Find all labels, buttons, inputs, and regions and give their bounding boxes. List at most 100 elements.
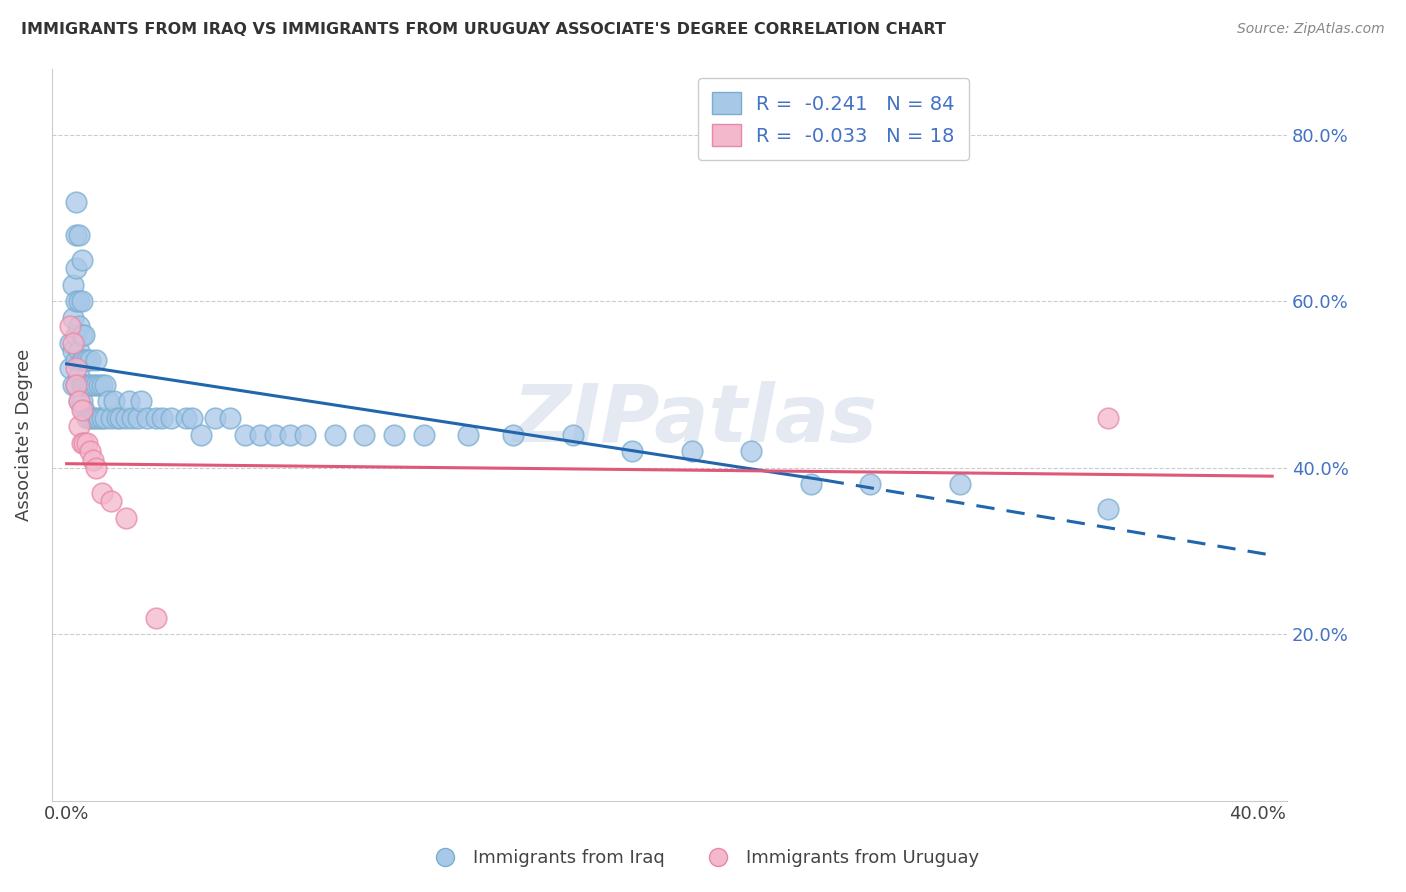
Point — [681, 444, 703, 458]
Point — [62, 311, 84, 326]
Point — [73, 402, 96, 417]
Point — [1097, 502, 1119, 516]
Y-axis label: Associate's Degree: Associate's Degree — [15, 349, 32, 521]
Point — [70, 294, 93, 309]
Point — [73, 377, 96, 392]
Point — [89, 377, 111, 392]
Point — [82, 452, 104, 467]
Point — [70, 327, 93, 342]
Point — [76, 411, 98, 425]
Point — [105, 411, 128, 425]
Point — [86, 377, 108, 392]
Point — [67, 394, 90, 409]
Point — [79, 411, 101, 425]
Point — [145, 610, 167, 624]
Point — [65, 327, 87, 342]
Point — [79, 444, 101, 458]
Point — [65, 261, 87, 276]
Point — [70, 377, 93, 392]
Point — [91, 377, 114, 392]
Point — [76, 352, 98, 367]
Point — [82, 411, 104, 425]
Point — [70, 394, 93, 409]
Point — [70, 352, 93, 367]
Point — [70, 402, 93, 417]
Point — [67, 344, 90, 359]
Point — [73, 436, 96, 450]
Text: ZIPatlas: ZIPatlas — [512, 381, 876, 458]
Point — [86, 352, 108, 367]
Point — [89, 411, 111, 425]
Point — [86, 411, 108, 425]
Point — [67, 394, 90, 409]
Point — [91, 485, 114, 500]
Point — [145, 411, 167, 425]
Point — [118, 394, 141, 409]
Point — [100, 494, 122, 508]
Point — [150, 411, 173, 425]
Point — [65, 227, 87, 242]
Point — [73, 352, 96, 367]
Point — [62, 344, 84, 359]
Point — [67, 369, 90, 384]
Point — [115, 510, 138, 524]
Point — [59, 361, 82, 376]
Point — [59, 319, 82, 334]
Point — [294, 427, 316, 442]
Point — [82, 377, 104, 392]
Point — [174, 411, 197, 425]
Point — [859, 477, 882, 491]
Point — [70, 436, 93, 450]
Point — [73, 327, 96, 342]
Point — [121, 411, 143, 425]
Point — [159, 411, 181, 425]
Point — [65, 194, 87, 209]
Point — [65, 352, 87, 367]
Point — [67, 227, 90, 242]
Point — [79, 377, 101, 392]
Point — [59, 336, 82, 351]
Point — [70, 252, 93, 267]
Legend: Immigrants from Iraq, Immigrants from Uruguay: Immigrants from Iraq, Immigrants from Ur… — [420, 842, 986, 874]
Point — [204, 411, 226, 425]
Point — [91, 411, 114, 425]
Point — [100, 411, 122, 425]
Point — [94, 377, 117, 392]
Point — [65, 377, 87, 392]
Text: IMMIGRANTS FROM IRAQ VS IMMIGRANTS FROM URUGUAY ASSOCIATE'S DEGREE CORRELATION C: IMMIGRANTS FROM IRAQ VS IMMIGRANTS FROM … — [21, 22, 946, 37]
Point — [67, 419, 90, 434]
Point — [800, 477, 823, 491]
Point — [103, 394, 125, 409]
Point — [129, 394, 152, 409]
Point — [278, 427, 301, 442]
Point — [233, 427, 256, 442]
Point — [949, 477, 972, 491]
Point — [67, 294, 90, 309]
Point — [457, 427, 479, 442]
Point — [1097, 411, 1119, 425]
Point — [115, 411, 138, 425]
Text: Source: ZipAtlas.com: Source: ZipAtlas.com — [1237, 22, 1385, 37]
Point — [62, 277, 84, 292]
Point — [412, 427, 434, 442]
Point — [502, 427, 524, 442]
Legend: R =  -0.241   N = 84, R =  -0.033   N = 18: R = -0.241 N = 84, R = -0.033 N = 18 — [699, 78, 969, 160]
Point — [97, 394, 120, 409]
Point — [382, 427, 405, 442]
Point — [79, 352, 101, 367]
Point — [65, 377, 87, 392]
Point — [190, 427, 212, 442]
Point — [323, 427, 346, 442]
Point — [264, 427, 287, 442]
Point — [180, 411, 202, 425]
Point — [127, 411, 149, 425]
Point — [219, 411, 242, 425]
Point — [353, 427, 375, 442]
Point — [110, 411, 132, 425]
Point — [65, 294, 87, 309]
Point — [62, 377, 84, 392]
Point — [67, 319, 90, 334]
Point — [86, 460, 108, 475]
Point — [740, 444, 762, 458]
Point — [249, 427, 271, 442]
